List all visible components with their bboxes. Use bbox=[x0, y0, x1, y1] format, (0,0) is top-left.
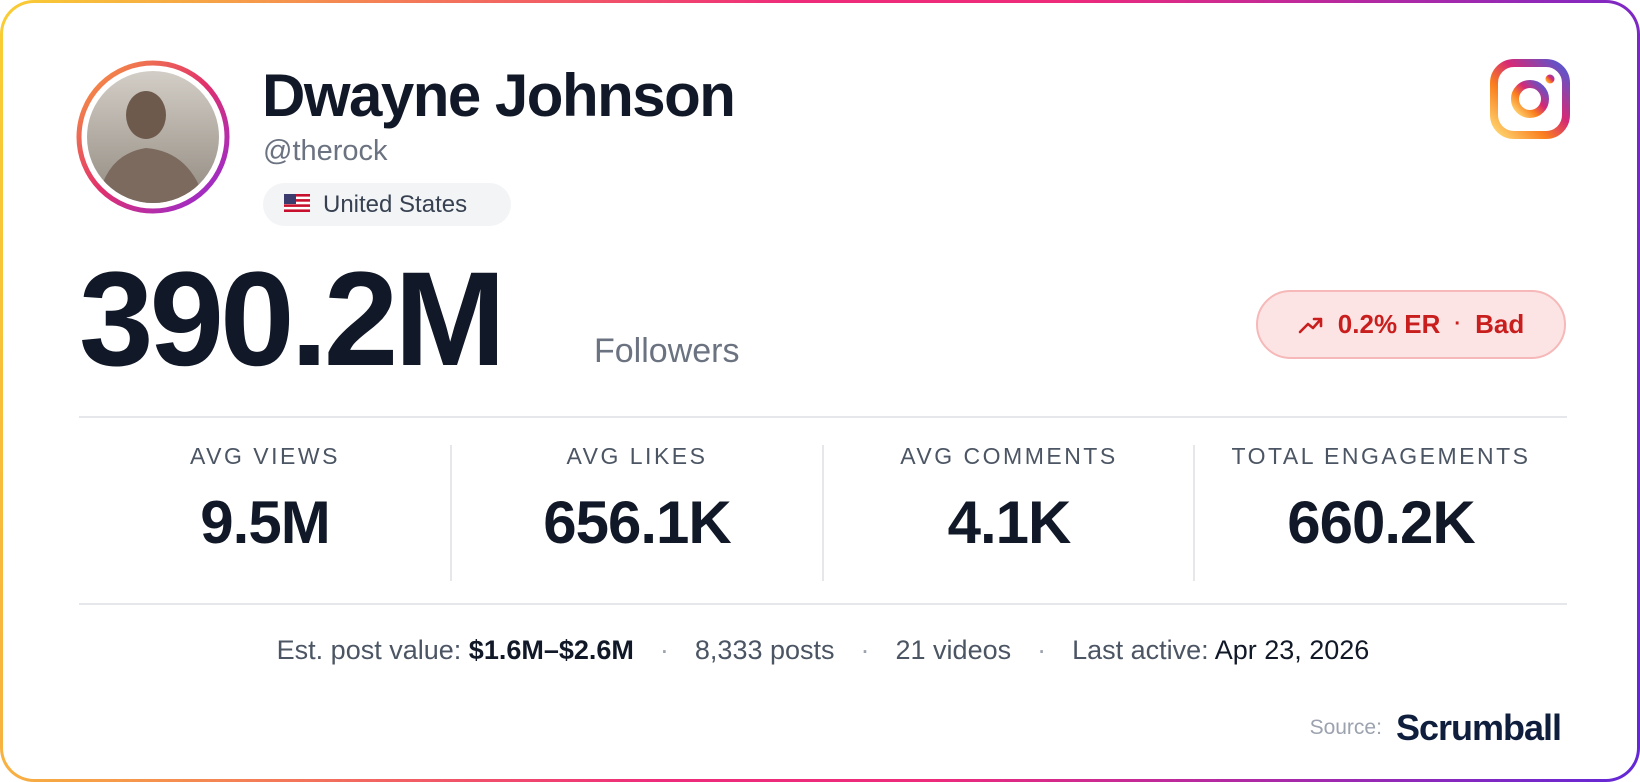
post-value-label: Est. post value: bbox=[276, 635, 462, 665]
profile-name: Dwayne Johnson bbox=[262, 62, 736, 129]
stat: TOTAL ENGAGEMENTS 660.2K bbox=[1195, 443, 1567, 557]
stat: AVG COMMENTS 4.1K bbox=[823, 443, 1195, 557]
stat-label: AVG COMMENTS bbox=[900, 443, 1118, 469]
stat: AVG LIKES 656.1K bbox=[451, 443, 823, 557]
stat-value: 656.1K bbox=[543, 489, 731, 556]
engagement-rate: 0.2% ER bbox=[1337, 309, 1441, 339]
source: Source: Scrumball bbox=[1309, 707, 1562, 749]
post-value: $1.6M–$2.6M bbox=[468, 635, 634, 665]
separator: · bbox=[860, 635, 870, 665]
footer: Est. post value: $1.6M–$2.6M · 8,333 pos… bbox=[79, 635, 1567, 666]
avatar bbox=[76, 60, 230, 214]
videos: 21 videos bbox=[895, 635, 1012, 665]
divider bbox=[79, 416, 1567, 418]
stat-label: AVG VIEWS bbox=[190, 443, 340, 469]
last-active-label: Last active: bbox=[1072, 635, 1209, 665]
separator: · bbox=[659, 635, 669, 665]
stat: AVG VIEWS 9.5M bbox=[79, 443, 451, 557]
followers-label: Followers bbox=[594, 332, 740, 370]
divider bbox=[1193, 445, 1195, 581]
stat-label: TOTAL ENGAGEMENTS bbox=[1231, 443, 1531, 469]
posts: 8,333 posts bbox=[694, 635, 835, 665]
separator: · bbox=[1037, 635, 1047, 665]
separator: · bbox=[1454, 313, 1462, 335]
divider bbox=[79, 603, 1567, 605]
last-active: Apr 23, 2026 bbox=[1214, 635, 1370, 665]
source-brand[interactable]: Scrumball bbox=[1395, 707, 1562, 748]
followers-count: 390.2M bbox=[79, 245, 506, 394]
card: Dwayne Johnson @therock United States 39… bbox=[3, 3, 1637, 779]
engagement-badge: 0.2% ER · Bad bbox=[1256, 290, 1566, 359]
trend-icon bbox=[1298, 317, 1323, 333]
engagement-rating: Bad bbox=[1475, 309, 1525, 339]
divider bbox=[822, 445, 824, 581]
stat-value: 660.2K bbox=[1287, 489, 1475, 556]
instagram-icon[interactable] bbox=[1490, 59, 1570, 139]
flag-icon bbox=[284, 194, 310, 212]
stat-value: 9.5M bbox=[200, 489, 330, 556]
stat-value: 4.1K bbox=[947, 489, 1072, 556]
profile-handle: @therock bbox=[263, 135, 388, 167]
country: United States bbox=[323, 191, 468, 218]
source-label: Source: bbox=[1309, 716, 1382, 739]
stat-label: AVG LIKES bbox=[566, 443, 708, 469]
divider bbox=[450, 445, 452, 581]
